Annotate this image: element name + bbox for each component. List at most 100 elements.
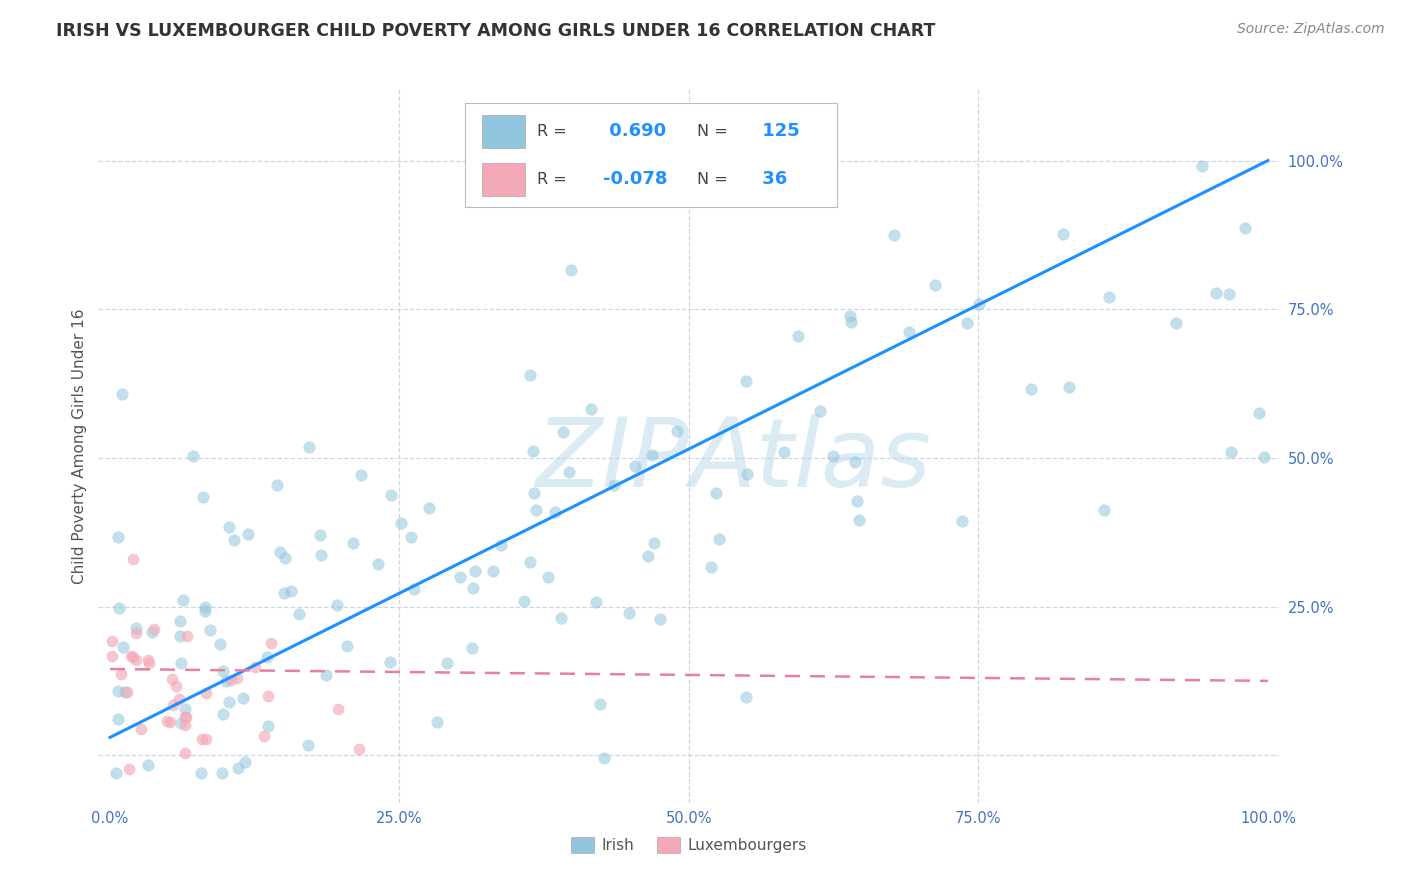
Point — [347, 742, 370, 756]
Point — [553, 425, 575, 440]
Text: Atlas: Atlas — [689, 414, 931, 507]
Point — [522, 444, 544, 458]
Point — [519, 555, 541, 569]
Point — [226, 761, 249, 775]
Point — [159, 715, 181, 730]
Point — [125, 625, 148, 640]
Point — [218, 695, 240, 709]
Point — [167, 691, 190, 706]
Point — [707, 533, 730, 547]
Point — [883, 228, 905, 243]
Point — [243, 660, 266, 674]
Point — [142, 622, 165, 636]
FancyBboxPatch shape — [482, 163, 524, 195]
Point — [845, 493, 868, 508]
Point — [101, 634, 124, 648]
Point — [112, 640, 135, 655]
Point — [1218, 287, 1240, 301]
Point — [107, 712, 129, 726]
Point — [219, 673, 242, 687]
Point — [122, 552, 145, 566]
Point — [1052, 227, 1074, 241]
Point — [560, 263, 582, 277]
Point — [735, 467, 758, 481]
Point — [897, 326, 920, 340]
Point — [623, 459, 645, 474]
Point — [193, 604, 215, 618]
Point — [735, 690, 758, 704]
Point — [823, 450, 845, 464]
Text: 125: 125 — [756, 122, 800, 140]
Point — [181, 449, 204, 463]
Point — [238, 526, 260, 541]
Point — [280, 583, 302, 598]
Point — [482, 564, 505, 578]
Point — [326, 702, 349, 716]
Point — [309, 549, 332, 563]
Point — [172, 593, 194, 607]
Point — [550, 611, 572, 625]
Point — [115, 685, 138, 699]
Point — [950, 514, 973, 528]
Text: -0.078: -0.078 — [603, 170, 668, 188]
Point — [524, 502, 547, 516]
Point — [160, 672, 183, 686]
Point — [257, 719, 280, 733]
Point — [125, 653, 148, 667]
Point — [512, 593, 534, 607]
Text: R =: R = — [537, 124, 567, 138]
Point — [297, 739, 319, 753]
Point — [1253, 450, 1275, 464]
FancyBboxPatch shape — [482, 115, 524, 147]
Point — [839, 309, 862, 323]
Point — [105, 766, 128, 780]
Point — [190, 766, 212, 780]
Point — [773, 444, 796, 458]
Point — [232, 691, 254, 706]
Point — [1098, 289, 1121, 303]
Point — [704, 486, 727, 500]
Point — [1249, 406, 1271, 420]
Point — [666, 425, 689, 439]
Point — [111, 387, 134, 401]
Point — [212, 706, 235, 721]
Point — [256, 690, 278, 704]
Point — [1092, 503, 1115, 517]
Point — [173, 747, 195, 761]
Point — [558, 465, 581, 479]
Point — [592, 751, 614, 765]
Point — [436, 657, 458, 671]
Point — [342, 536, 364, 550]
Point — [848, 513, 870, 527]
Text: N =: N = — [697, 124, 728, 138]
Point — [786, 329, 808, 343]
Point — [399, 530, 422, 544]
Point — [274, 550, 297, 565]
Point — [101, 648, 124, 663]
Point — [165, 679, 187, 693]
Point — [212, 665, 235, 679]
Point — [519, 368, 541, 383]
Point — [617, 606, 640, 620]
Point — [402, 582, 425, 596]
Text: ZIP: ZIP — [536, 414, 689, 507]
Point — [233, 756, 256, 770]
Point — [1205, 286, 1227, 301]
Point — [194, 686, 217, 700]
Point — [350, 468, 373, 483]
Point — [194, 600, 217, 615]
Point — [108, 601, 131, 615]
Point — [252, 729, 274, 743]
Point — [170, 656, 193, 670]
Point — [118, 762, 141, 776]
Point — [735, 375, 758, 389]
Point — [138, 657, 160, 671]
Text: N =: N = — [697, 172, 728, 186]
Point — [191, 731, 214, 746]
Point — [367, 557, 389, 571]
Point — [637, 549, 659, 563]
Point — [211, 766, 233, 780]
Point — [136, 653, 159, 667]
Point — [380, 488, 402, 502]
Point — [464, 564, 486, 578]
